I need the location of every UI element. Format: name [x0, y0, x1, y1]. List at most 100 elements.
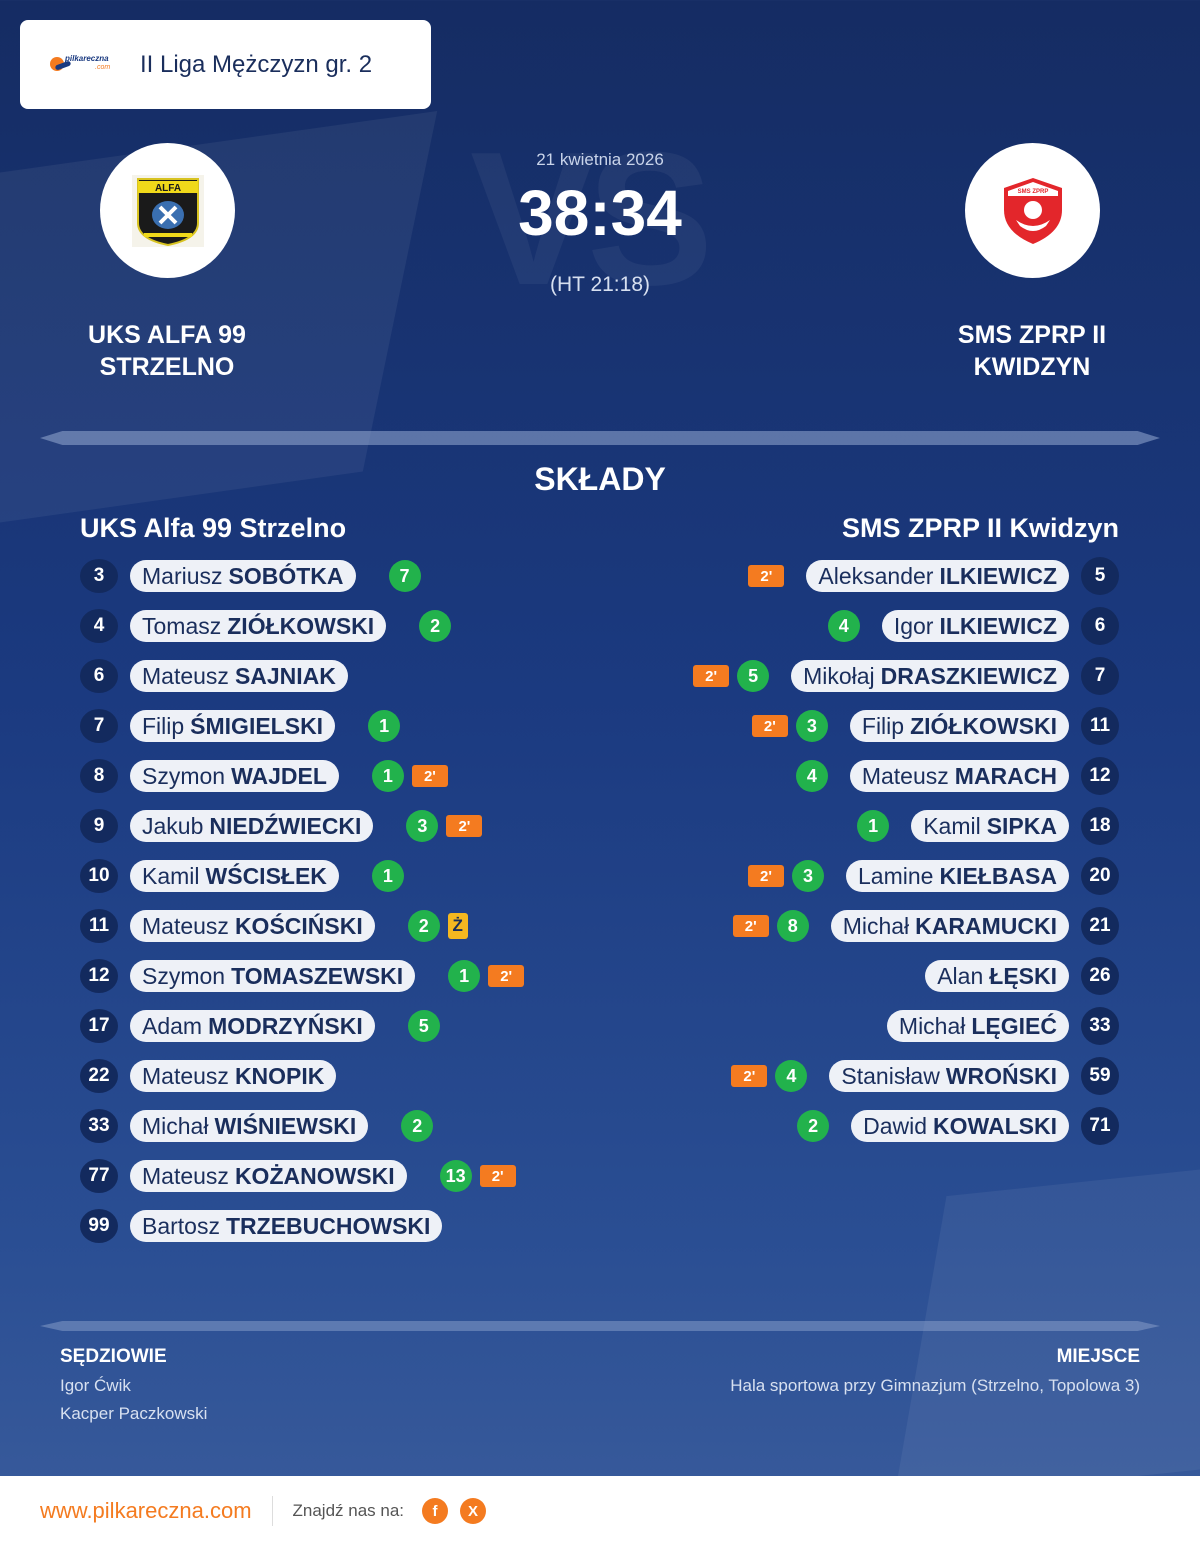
player-name[interactable]: Mateusz KNOPIK: [130, 1060, 337, 1092]
player-last-name: ILKIEWICZ: [939, 562, 1057, 589]
player-name[interactable]: Bartosz TRZEBUCHOWSKI: [130, 1210, 443, 1242]
home-player-row[interactable]: 9 Jakub NIEDŹWIECKI 3 2': [80, 809, 483, 843]
player-name[interactable]: Aleksander ILKIEWICZ: [806, 560, 1069, 592]
website-link[interactable]: www.pilkareczna.com: [40, 1498, 252, 1523]
player-first-name: Mateusz: [142, 912, 229, 939]
away-player-row[interactable]: 21 Michał KARAMUCKI 8 2': [732, 907, 1119, 945]
home-player-row[interactable]: 3 Mariusz SOBÓTKA 7: [80, 559, 421, 593]
suspension-badge: 2': [748, 865, 784, 887]
shirt-number: 26: [1081, 957, 1119, 995]
player-first-name: Stanisław: [841, 1062, 940, 1089]
player-name[interactable]: Michał WIŚNIEWSKI: [130, 1110, 369, 1142]
player-name[interactable]: Dawid KOWALSKI: [851, 1110, 1069, 1142]
shirt-number: 77: [80, 1159, 118, 1193]
player-name[interactable]: Stanisław WROŃSKI: [829, 1060, 1069, 1092]
away-player-row[interactable]: 59 Stanisław WROŃSKI 4 2': [731, 1057, 1119, 1095]
home-player-row[interactable]: 17 Adam MODRZYŃSKI 5: [80, 1009, 440, 1043]
player-last-name: TOMASZEWSKI: [231, 962, 404, 989]
goals-badge: 2: [797, 1110, 830, 1142]
goals-badge: 1: [371, 860, 404, 892]
player-last-name: KARAMUCKI: [915, 912, 1057, 939]
player-last-name: KIEŁBASA: [939, 862, 1057, 889]
goals-badge: 3: [792, 860, 824, 892]
player-first-name: Szymon: [142, 962, 226, 989]
shirt-number: 5: [1081, 557, 1119, 595]
home-player-row[interactable]: 77 Mateusz KOŻANOWSKI 13 2': [80, 1159, 516, 1193]
player-name[interactable]: Mariusz SOBÓTKA: [130, 560, 356, 592]
home-player-row[interactable]: 4 Tomasz ZIÓŁKOWSKI 2: [80, 609, 452, 643]
x-icon[interactable]: X: [460, 1498, 487, 1524]
away-team-crest: SMS ZPRP: [965, 143, 1100, 278]
player-name[interactable]: Mateusz MARACH: [849, 760, 1069, 792]
league-header[interactable]: pilkareczna .com II Liga Mężczyzn gr. 2: [20, 20, 431, 109]
player-name[interactable]: Filip ZIÓŁKOWSKI: [849, 710, 1069, 742]
player-last-name: LĘGIEĆ: [971, 1012, 1057, 1039]
player-name[interactable]: Adam MODRZYŃSKI: [130, 1010, 375, 1042]
shirt-number: 10: [80, 859, 118, 893]
shirt-number: 22: [80, 1059, 118, 1093]
home-player-row[interactable]: 22 Mateusz KNOPIK: [80, 1059, 337, 1093]
player-name[interactable]: Szymon TOMASZEWSKI: [130, 960, 416, 992]
venue-name: Hala sportowa przy Gimnazjum (Strzelno, …: [730, 1376, 1140, 1395]
player-name[interactable]: Jakub NIEDŹWIECKI: [130, 810, 374, 842]
goals-badge: 13: [439, 1160, 472, 1192]
suspension-badge: 2': [411, 765, 448, 787]
player-name[interactable]: Mikołaj DRASZKIEWICZ: [791, 660, 1069, 692]
player-last-name: MODRZYŃSKI: [208, 1012, 363, 1039]
player-name[interactable]: Filip ŚMIGIELSKI: [130, 710, 336, 742]
away-player-row[interactable]: 12 Mateusz MARACH 4: [795, 757, 1119, 795]
shirt-number: 17: [80, 1009, 118, 1043]
player-name[interactable]: Kamil WŚCISŁEK: [130, 860, 339, 892]
player-name[interactable]: Mateusz KOŚCIŃSKI: [130, 910, 375, 942]
goals-badge: 3: [795, 710, 828, 742]
referees-title: SĘDZIOWIE: [60, 1346, 167, 1367]
player-name[interactable]: Mateusz SAJNIAK: [130, 660, 348, 692]
home-player-row[interactable]: 6 Mateusz SAJNIAK: [80, 659, 348, 693]
player-last-name: KNOPIK: [234, 1062, 325, 1089]
away-player-row[interactable]: 18 Kamil SIPKA 1: [857, 807, 1119, 845]
goals-badge: 4: [795, 760, 828, 792]
player-name[interactable]: Szymon WAJDEL: [130, 760, 339, 792]
away-player-row[interactable]: 6 Igor ILKIEWICZ 4: [827, 607, 1119, 645]
player-name[interactable]: Michał LĘGIEĆ: [886, 1010, 1069, 1042]
player-name[interactable]: Tomasz ZIÓŁKOWSKI: [130, 610, 387, 642]
player-last-name: DRASZKIEWICZ: [880, 662, 1057, 689]
home-player-row[interactable]: 33 Michał WIŚNIEWSKI 2: [80, 1109, 434, 1143]
facebook-icon[interactable]: f: [422, 1498, 449, 1524]
yellow-card-badge: Ż: [447, 913, 468, 939]
find-us-label: Znajdź nas na:: [292, 1501, 405, 1520]
player-name[interactable]: Mateusz KOŻANOWSKI: [130, 1160, 407, 1192]
player-name[interactable]: Kamil SIPKA: [911, 810, 1069, 842]
goals-badge: 2: [419, 610, 452, 642]
player-name[interactable]: Alan ŁĘSKI: [925, 960, 1069, 992]
lineups-title: SKŁADY: [534, 461, 666, 497]
divider: [40, 1321, 1160, 1331]
sms-zprp-crest-icon: SMS ZPRP: [1003, 177, 1062, 244]
player-first-name: Alan: [937, 962, 984, 989]
player-name[interactable]: Michał KARAMUCKI: [830, 910, 1069, 942]
away-player-row[interactable]: 5 Aleksander ILKIEWICZ 2': [748, 557, 1119, 595]
player-first-name: Michał: [842, 912, 910, 939]
away-player-row[interactable]: 26 Alan ŁĘSKI: [925, 957, 1119, 995]
home-player-row[interactable]: 99 Bartosz TRZEBUCHOWSKI: [80, 1209, 443, 1243]
away-player-row[interactable]: 33 Michał LĘGIEĆ: [886, 1007, 1119, 1045]
home-player-row[interactable]: 8 Szymon WAJDEL 1 2': [80, 759, 448, 793]
shirt-number: 6: [1081, 607, 1119, 645]
home-player-row[interactable]: 7 Filip ŚMIGIELSKI 1: [80, 709, 401, 743]
away-player-row[interactable]: 71 Dawid KOWALSKI 2: [797, 1107, 1119, 1145]
player-last-name: ZIÓŁKOWSKI: [910, 712, 1057, 739]
away-player-row[interactable]: 11 Filip ZIÓŁKOWSKI 3 2': [751, 707, 1119, 745]
away-player-row[interactable]: 20 Lamine KIEŁBASA 3 2': [748, 857, 1119, 895]
suspension-badge: 2': [488, 965, 525, 987]
player-first-name: Aleksander: [818, 562, 934, 589]
away-team-name: SMS ZPRP II KWIDZYN: [957, 321, 1107, 381]
player-first-name: Bartosz: [142, 1212, 220, 1239]
home-player-row[interactable]: 10 Kamil WŚCISŁEK 1: [80, 859, 404, 893]
home-player-row[interactable]: 11 Mateusz KOŚCIŃSKI 2 Ż: [80, 909, 468, 943]
player-name[interactable]: Lamine KIEŁBASA: [846, 860, 1069, 892]
player-name[interactable]: Igor ILKIEWICZ: [881, 610, 1069, 642]
player-first-name: Mateusz: [861, 762, 949, 789]
shirt-number: 8: [80, 759, 118, 793]
home-player-row[interactable]: 12 Szymon TOMASZEWSKI 1 2': [80, 959, 525, 993]
away-player-row[interactable]: 7 Mikołaj DRASZKIEWICZ 5 2': [693, 657, 1119, 695]
